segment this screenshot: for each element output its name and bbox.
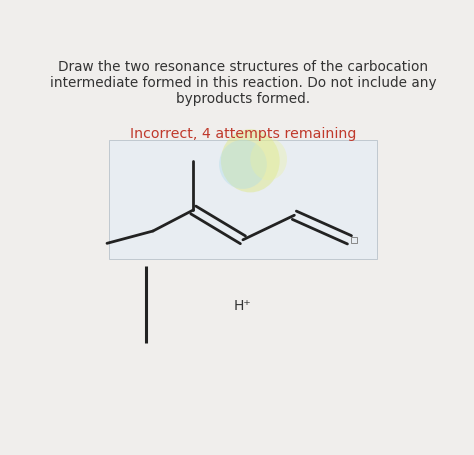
Ellipse shape	[219, 141, 267, 189]
Text: H⁺: H⁺	[234, 298, 252, 312]
Ellipse shape	[250, 139, 287, 181]
Bar	[351, 238, 357, 243]
FancyBboxPatch shape	[109, 141, 377, 259]
Text: Draw the two resonance structures of the carbocation
intermediate formed in this: Draw the two resonance structures of the…	[50, 60, 436, 106]
Ellipse shape	[221, 130, 280, 193]
Text: Incorrect, 4 attempts remaining: Incorrect, 4 attempts remaining	[130, 126, 356, 141]
